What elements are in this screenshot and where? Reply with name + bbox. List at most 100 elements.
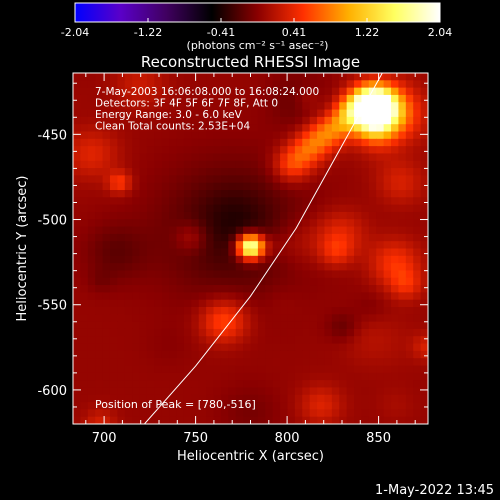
heatmap-cell (376, 153, 385, 162)
heatmap-cell (287, 73, 296, 81)
heatmap-cell (317, 146, 326, 155)
heatmap-cell (368, 131, 377, 140)
heatmap-cell (95, 328, 104, 337)
heatmap-cell (213, 204, 222, 213)
heatmap-cell (154, 94, 163, 103)
heatmap-cell (154, 372, 163, 381)
heatmap-cell (87, 358, 96, 367)
heatmap-cell (191, 233, 200, 242)
heatmap-cell (294, 277, 303, 286)
heatmap-cell (220, 124, 229, 133)
heatmap-cell (198, 73, 207, 81)
heatmap-cell (117, 116, 126, 125)
heatmap-cell (132, 87, 141, 96)
heatmap-cell (376, 409, 385, 418)
heatmap-cell (87, 314, 96, 323)
heatmap-cell (265, 204, 274, 213)
heatmap-cell (243, 365, 252, 374)
heatmap-cell (139, 226, 148, 235)
heatmap-cell (405, 277, 414, 286)
heatmap-cell (339, 336, 348, 345)
heatmap-cell (176, 255, 185, 264)
heatmap-cell (361, 94, 370, 103)
heatmap-cell (324, 190, 333, 198)
heatmap-cell (294, 233, 303, 242)
heatmap-cell (132, 80, 141, 89)
heatmap-cell (331, 380, 340, 389)
heatmap-cell (87, 175, 96, 184)
heatmap-cell (413, 263, 422, 272)
heatmap-cell (354, 109, 363, 118)
heatmap-cell (346, 255, 355, 264)
heatmap-cell (324, 94, 333, 103)
heatmap-cell (139, 190, 148, 198)
heatmap-cell (169, 358, 178, 367)
heatmap-cell (161, 109, 170, 118)
heatmap-cell (250, 387, 259, 396)
heatmap-cell (132, 146, 141, 155)
heatmap-cell (376, 387, 385, 396)
heatmap-cell (354, 168, 363, 176)
heatmap-cell (176, 402, 185, 410)
x-tick-label: 800 (275, 431, 300, 446)
heatmap-cell (139, 241, 148, 250)
heatmap-cell (368, 160, 377, 169)
heatmap-cell (117, 226, 126, 235)
heatmap-cell (228, 307, 237, 315)
heatmap-cell (80, 402, 89, 410)
heatmap-cell (124, 255, 133, 264)
heatmap-cell (132, 358, 141, 367)
heatmap-cell (73, 307, 81, 315)
heatmap-cell (413, 292, 422, 301)
heatmap-cell (191, 146, 200, 155)
heatmap-cell (354, 387, 363, 396)
heatmap-cell (405, 160, 414, 169)
heatmap-cell (220, 102, 229, 111)
heatmap-cell (87, 160, 96, 169)
heatmap-cell (73, 292, 81, 301)
heatmap-cell (265, 299, 274, 308)
heatmap-cell (368, 299, 377, 308)
heatmap-cell (139, 175, 148, 184)
heatmap-cell (183, 372, 192, 381)
heatmap-cell (324, 219, 333, 228)
heatmap-cell (257, 153, 266, 162)
heatmap-cell (220, 372, 229, 381)
heatmap-cell (243, 263, 252, 272)
heatmap-cell (294, 94, 303, 103)
heatmap-cell (117, 153, 126, 162)
heatmap-cell (294, 292, 303, 301)
heatmap-cell (272, 299, 281, 308)
heatmap-cell (95, 277, 104, 286)
heatmap-cell (206, 277, 215, 286)
heatmap-cell (176, 80, 185, 89)
heatmap-cell (294, 387, 303, 396)
heatmap-cell (73, 94, 81, 103)
heatmap-cell (80, 94, 89, 103)
heatmap-cell (376, 175, 385, 184)
heatmap-cell (109, 80, 118, 89)
heatmap-cell (302, 314, 311, 323)
heatmap-cell (376, 255, 385, 264)
heatmap-cell (132, 226, 141, 235)
heatmap-cell (398, 73, 407, 81)
heatmap-cell (139, 321, 148, 330)
heatmap-cell (391, 299, 400, 308)
heatmap-cell (132, 402, 141, 410)
heatmap-cell (235, 160, 244, 169)
heatmap-cell (339, 248, 348, 257)
heatmap-cell (243, 270, 252, 279)
heatmap-cell (139, 102, 148, 111)
heatmap-cell (398, 204, 407, 213)
heatmap-cell (413, 402, 422, 410)
heatmap-cell (250, 255, 259, 264)
heatmap-cell (235, 285, 244, 293)
heatmap-cell (87, 182, 96, 191)
heatmap-cell (265, 409, 274, 418)
heatmap-cell (73, 124, 81, 133)
heatmap-cell (346, 263, 355, 272)
heatmap-cell (420, 102, 428, 111)
heatmap-cell (368, 343, 377, 352)
heatmap-cell (183, 307, 192, 315)
heatmap-cell (80, 255, 89, 264)
